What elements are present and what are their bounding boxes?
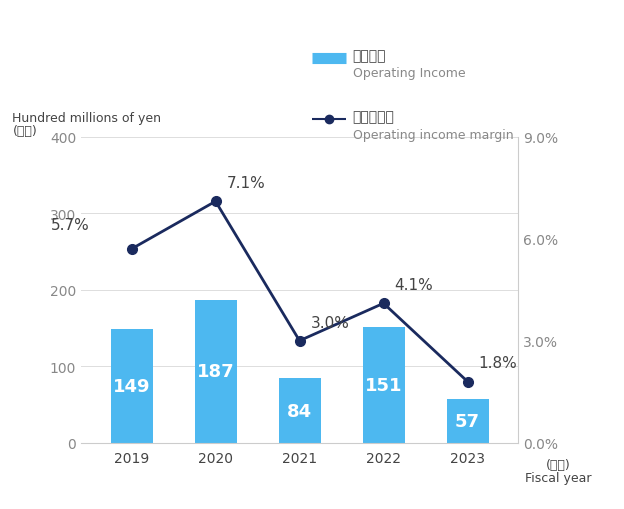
Bar (363, 328, 404, 443)
Text: 7.1%: 7.1% (227, 176, 265, 191)
Text: 3.0%: 3.0% (311, 315, 349, 330)
Text: 営業利益率: 営業利益率 (353, 110, 394, 124)
Text: Operating Income: Operating Income (353, 67, 465, 80)
Text: 57: 57 (455, 412, 480, 430)
Text: 営業利益: 営業利益 (353, 49, 386, 63)
Text: 187: 187 (197, 362, 235, 380)
Text: (億円): (億円) (12, 125, 37, 137)
Text: Operating income margin: Operating income margin (353, 128, 513, 142)
Bar (278, 379, 321, 443)
Text: 4.1%: 4.1% (394, 277, 434, 293)
Text: Hundred millions of yen: Hundred millions of yen (12, 112, 162, 125)
Text: 84: 84 (287, 402, 312, 420)
Text: 151: 151 (365, 376, 402, 394)
Bar (110, 329, 152, 443)
Text: 149: 149 (113, 377, 150, 395)
Text: 1.8%: 1.8% (479, 356, 517, 371)
Text: 5.7%: 5.7% (51, 218, 90, 233)
Text: (年度): (年度) (546, 458, 571, 471)
Bar (447, 399, 489, 443)
Text: Fiscal year: Fiscal year (525, 471, 592, 484)
Bar (195, 300, 236, 443)
